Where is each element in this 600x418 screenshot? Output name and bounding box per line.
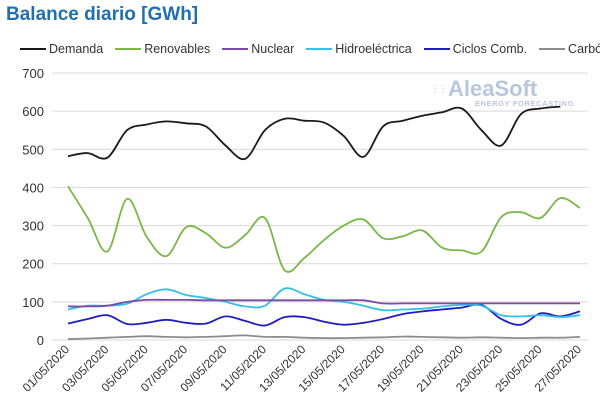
logo-dots-icon: ⋮⋮ [430, 84, 446, 95]
logo-tagline: ENERGY FORECASTING [475, 99, 574, 108]
y-tick-label: 400 [22, 180, 44, 195]
series-line-renovables [68, 186, 580, 272]
y-tick-label: 200 [22, 257, 44, 272]
series-line-demanda [68, 107, 560, 160]
series-line-carbon [68, 335, 580, 339]
y-tick-label: 0 [37, 333, 44, 348]
y-tick-label: 700 [22, 66, 44, 81]
y-tick-label: 500 [22, 142, 44, 157]
y-tick-label: 100 [22, 295, 44, 310]
series-line-nuclear [68, 300, 580, 307]
logo-name: AleaSoft [448, 76, 537, 101]
aleasoft-logo: ⋮⋮AleaSoft ENERGY FORECASTING [430, 76, 574, 108]
y-tick-label: 600 [22, 104, 44, 119]
y-tick-label: 300 [22, 219, 44, 234]
